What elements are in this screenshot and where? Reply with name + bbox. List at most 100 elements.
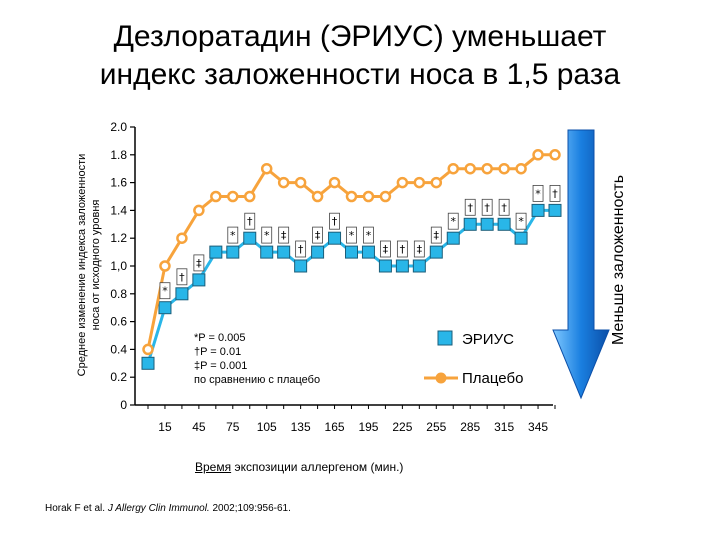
placebo-point [260, 162, 273, 175]
significance-box [312, 226, 323, 244]
citation-authors: Horak F et al. [45, 503, 108, 514]
x-tick-label: 225 [392, 420, 412, 434]
significance-mark: † [501, 201, 507, 214]
significance-mark: * [366, 229, 372, 242]
x-tick-label: 195 [358, 420, 378, 434]
significance-box [176, 268, 188, 286]
significance-mark: * [230, 229, 236, 242]
x-tick-label: 315 [494, 420, 514, 434]
placebo-point [362, 190, 375, 203]
significance-mark: † [332, 215, 338, 228]
significance-box [498, 198, 510, 216]
y-tick-label: 1.6 [110, 176, 127, 190]
erius-point [311, 245, 325, 259]
y-tick-label: 2.0 [110, 120, 127, 134]
significance-mark: † [552, 187, 558, 200]
significance-mark: † [298, 243, 304, 256]
placebo-point [532, 149, 544, 161]
erius-point [158, 301, 172, 315]
significance-box [481, 198, 493, 216]
erius-point [260, 245, 274, 259]
y-tick-label: 1,0 [110, 259, 127, 273]
y-tick-label: 0.2 [110, 370, 127, 384]
significance-box [159, 282, 171, 300]
erius-point [412, 259, 426, 273]
erius-point [378, 259, 392, 273]
x-tick-label: 255 [426, 420, 446, 434]
title-line-1: Дезлоратадин (ЭРИУС) уменьшает [113, 20, 607, 53]
significance-box [380, 240, 391, 258]
placebo-point [193, 204, 205, 217]
significance-mark: * [162, 285, 168, 298]
significance-box [464, 198, 476, 216]
placebo-point [311, 190, 324, 203]
x-tick-label: 75 [226, 420, 240, 434]
significance-mark: ‡ [434, 229, 440, 242]
x-tick-label: 45 [192, 420, 206, 434]
y-tick-label: 0.6 [110, 315, 127, 329]
erius-point [463, 217, 477, 231]
significance-mark: ‡ [315, 229, 321, 242]
significance-mark: * [264, 229, 270, 242]
placebo-point [498, 162, 510, 175]
erius-point [395, 259, 409, 273]
significance-mark: * [535, 187, 541, 200]
x-tick-label: 105 [257, 420, 277, 434]
placebo-point [379, 190, 392, 203]
erius-point [429, 245, 443, 259]
significance-box [515, 212, 527, 230]
erius-point [175, 287, 189, 301]
x-tick-label: 15 [158, 420, 172, 434]
arrow-label: Меньше заложенность [610, 174, 627, 346]
placebo-point [210, 190, 222, 203]
significance-mark: * [349, 229, 355, 242]
placebo-point [413, 176, 426, 189]
significance-mark: † [400, 243, 406, 256]
erius-point [514, 231, 528, 245]
x-axis-label-underlined: Время [195, 460, 232, 474]
y-tick-label: 0 [120, 398, 127, 412]
title-line-2: индекс заложенности носа в 1,5 раза [99, 58, 621, 91]
placebo-point [244, 190, 256, 203]
placebo-point [294, 176, 307, 189]
erius-point [497, 217, 511, 231]
significance-box [549, 184, 561, 202]
significance-box [244, 212, 256, 230]
placebo-point [481, 162, 493, 175]
erius-point [548, 203, 562, 217]
erius-point [192, 273, 206, 287]
x-tick-label: 165 [325, 420, 345, 434]
y-tick-label: 0.4 [110, 342, 127, 356]
placebo-point [515, 162, 527, 175]
significance-mark: ‡ [417, 243, 423, 256]
significance-box [532, 184, 544, 202]
significance-note: *P = 0.005 [194, 332, 245, 344]
y-tick-label: 1.4 [110, 203, 127, 217]
legend-placebo-label: Плацебо [462, 370, 523, 387]
significance-note: ‡P = 0.001 [194, 360, 247, 372]
citation: Horak F et al. J Allergy Clin Immunol. 2… [45, 503, 291, 514]
erius-point [328, 231, 342, 245]
significance-box [413, 240, 425, 258]
significance-mark: ‡ [281, 229, 287, 242]
placebo-point [277, 176, 290, 189]
significance-mark: † [467, 201, 473, 214]
legend-placebo-marker [435, 372, 447, 384]
significance-mark: † [484, 201, 490, 214]
citation-rest: 2002;109:956-61. [209, 503, 291, 514]
legend-erius-label: ЭРИУС [462, 331, 514, 348]
significance-box [329, 212, 340, 230]
x-axis-label-rest: экспозиции аллергеном (мин.) [231, 460, 404, 474]
erius-point [446, 231, 460, 245]
significance-mark: ‡ [383, 243, 389, 256]
x-tick-label: 135 [291, 420, 311, 434]
significance-box [396, 240, 408, 258]
placebo-point [345, 190, 358, 203]
placebo-point [396, 176, 409, 189]
significance-mark: * [518, 215, 524, 228]
significance-box [430, 226, 442, 244]
erius-point [345, 245, 358, 259]
x-axis-label: Время экспозиции аллергеном (мин.) [195, 460, 403, 474]
significance-note: †P = 0.01 [194, 346, 241, 358]
